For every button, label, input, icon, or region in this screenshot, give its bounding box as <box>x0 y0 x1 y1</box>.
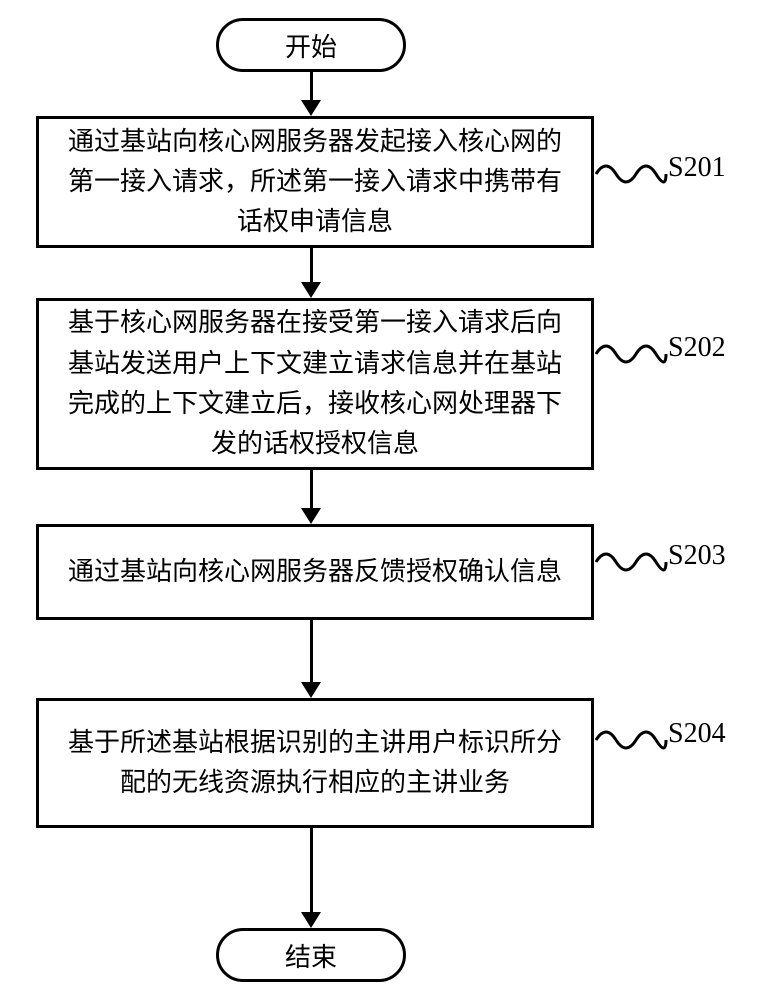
wavy-connector-icon <box>594 336 668 372</box>
arrow-line <box>310 470 313 508</box>
step-label-s204: S204 <box>668 718 726 750</box>
terminator-start-text: 开始 <box>285 27 337 64</box>
process-box-s201: 通过基站向核心网服务器发起接入核心网的第一接入请求，所述第一接入请求中携带有话权… <box>36 116 594 248</box>
step-label-s202: S202 <box>668 332 726 364</box>
process-text: 基于核心网服务器在接受第一接入请求后向基站发送用户上下文建立请求信息并在基站完成… <box>68 303 562 464</box>
flowchart-canvas: 开始 通过基站向核心网服务器发起接入核心网的第一接入请求，所述第一接入请求中携带… <box>0 0 775 1000</box>
terminator-end-text: 结束 <box>285 937 337 974</box>
process-text: 通过基站向核心网服务器发起接入核心网的第一接入请求，所述第一接入请求中携带有话权… <box>68 122 562 243</box>
arrow-line <box>310 620 313 682</box>
process-box-s202: 基于核心网服务器在接受第一接入请求后向基站发送用户上下文建立请求信息并在基站完成… <box>36 298 594 470</box>
arrow-line <box>310 828 313 912</box>
wavy-connector-icon <box>594 722 668 758</box>
wavy-connector-icon <box>594 544 668 580</box>
terminator-end: 结束 <box>216 928 406 982</box>
arrow-line <box>310 72 313 100</box>
arrow-line <box>310 248 313 282</box>
arrow-down-icon <box>301 508 321 524</box>
process-text: 基于所述基站根据识别的主讲用户标识所分配的无线资源执行相应的主讲业务 <box>68 723 562 804</box>
arrow-down-icon <box>301 100 321 116</box>
step-label-s203: S203 <box>668 540 726 572</box>
process-box-s203: 通过基站向核心网服务器反馈授权确认信息 <box>36 524 594 620</box>
wavy-connector-icon <box>594 156 668 192</box>
process-text: 通过基站向核心网服务器反馈授权确认信息 <box>68 552 562 592</box>
process-box-s204: 基于所述基站根据识别的主讲用户标识所分配的无线资源执行相应的主讲业务 <box>36 698 594 828</box>
arrow-down-icon <box>301 682 321 698</box>
arrow-down-icon <box>301 282 321 298</box>
step-label-s201: S201 <box>668 152 726 184</box>
arrow-down-icon <box>301 912 321 928</box>
terminator-start: 开始 <box>216 18 406 72</box>
